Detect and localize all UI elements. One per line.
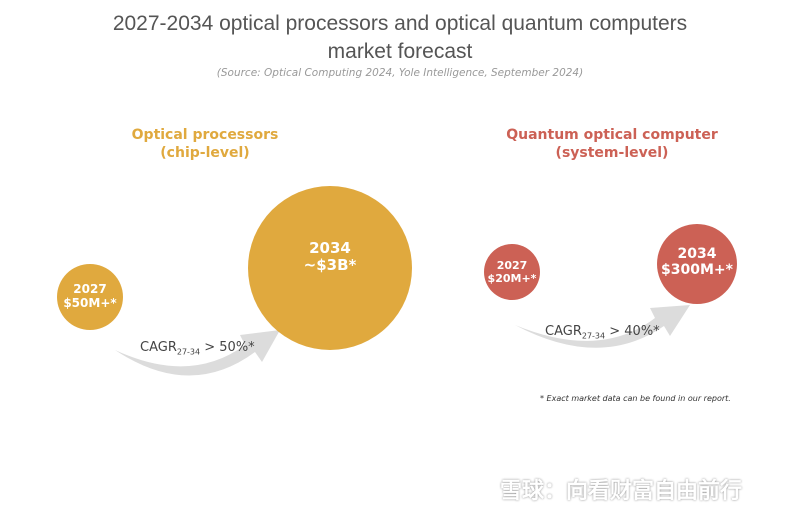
watermark: 雪球：向看财富自由前行 [500, 479, 743, 504]
panel-subtitle: (system-level) [555, 145, 669, 161]
growth-arrow [115, 330, 280, 376]
year: 2027 [73, 282, 107, 296]
year: 2034 [309, 239, 351, 257]
cagr-period: 27-34 [581, 331, 606, 341]
year: 2034 [677, 246, 717, 262]
cagr: CAGR27-34 > 40%* [545, 324, 660, 341]
panel-title: Optical processors (chip-level) [75, 126, 335, 162]
bubble-2034 [657, 224, 737, 304]
cagr-label: CAGR [140, 340, 177, 355]
bubble-2027 [57, 264, 123, 330]
footnote: * Exact market data can be found in our … [540, 394, 731, 403]
panel-title: Quantum optical computer (system-level) [482, 126, 742, 162]
cagr-value: > 40%* [609, 324, 660, 339]
bubble-label: 2034 $300M+* [647, 246, 747, 278]
year: 2027 [496, 259, 528, 272]
panel-title-text: Optical processors [131, 127, 279, 143]
bubble-label: 2027 $20M+* [477, 259, 547, 285]
value: $300M+* [661, 262, 733, 279]
cagr-period: 27-34 [176, 347, 201, 357]
panel-title-text: Quantum optical computer [506, 127, 718, 143]
panel-subtitle: (chip-level) [160, 145, 250, 161]
growth-arrow [515, 305, 690, 348]
value: $50M+* [63, 295, 117, 310]
value: ~$3B* [303, 256, 357, 275]
value: $20M+* [487, 271, 537, 285]
cagr: CAGR27-34 > 50%* [140, 340, 255, 357]
bubble-2034 [248, 186, 412, 350]
cagr-value: > 50%* [204, 340, 255, 355]
bubble-2027 [484, 244, 540, 300]
bubble-label: 2027 $50M+* [50, 282, 130, 311]
cagr-label: CAGR [545, 324, 582, 339]
source: (Source: Optical Computing 2024, Yole In… [216, 67, 584, 79]
bubble-label: 2034 ~$3B* [270, 239, 390, 275]
title: 2027-2034 optical processors and optical… [112, 12, 688, 63]
